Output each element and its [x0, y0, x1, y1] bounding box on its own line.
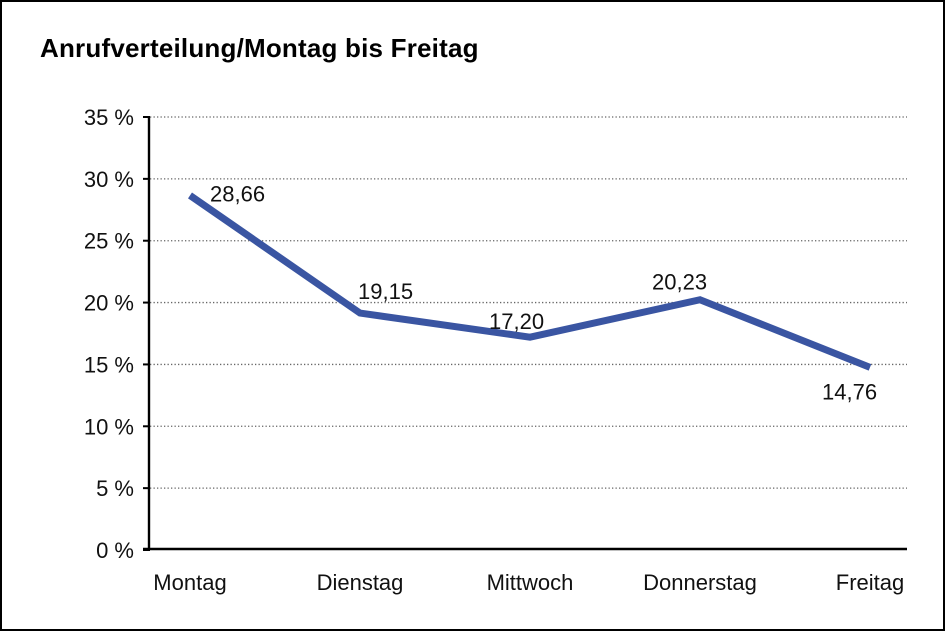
y-axis-label: 20 % — [84, 291, 134, 316]
data-point-label: 28,66 — [210, 181, 265, 206]
x-axis-label: Freitag — [836, 570, 904, 595]
y-axis-label: 30 % — [84, 167, 134, 192]
y-axis-label: 0 % — [96, 538, 134, 563]
x-axis-label: Dienstag — [317, 570, 404, 595]
y-axis-label: 35 % — [84, 105, 134, 130]
data-point-label: 17,20 — [489, 309, 544, 334]
data-point-label: 19,15 — [358, 279, 413, 304]
chart-title: Anrufverteilung/Montag bis Freitag — [40, 33, 479, 63]
data-point-label: 14,76 — [822, 379, 877, 404]
y-axis-label: 5 % — [96, 476, 134, 501]
x-axis-label: Montag — [153, 570, 226, 595]
y-axis-label: 10 % — [84, 414, 134, 439]
data-point-label: 20,23 — [652, 270, 707, 295]
y-axis-label: 25 % — [84, 229, 134, 254]
data-line — [188, 192, 872, 371]
x-axis-label: Donnerstag — [643, 570, 757, 595]
x-axis-label: Mittwoch — [487, 570, 574, 595]
y-axis-label: 15 % — [84, 352, 134, 377]
